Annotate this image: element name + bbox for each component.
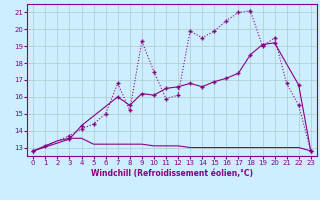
X-axis label: Windchill (Refroidissement éolien,°C): Windchill (Refroidissement éolien,°C) [91,169,253,178]
